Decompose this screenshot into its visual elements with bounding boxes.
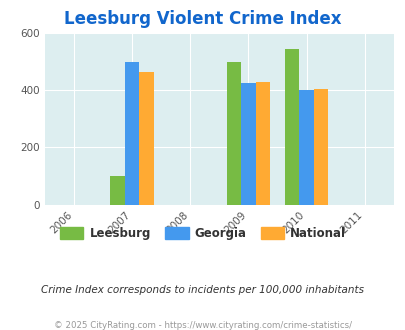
Bar [298,90,313,205]
Text: Crime Index corresponds to incidents per 100,000 inhabitants: Crime Index corresponds to incidents per… [41,285,364,295]
Text: Leesburg Violent Crime Index: Leesburg Violent Crime Index [64,10,341,28]
Bar [241,83,255,205]
Bar [124,62,139,205]
Bar [110,176,124,205]
Bar [313,89,328,205]
Bar [255,82,269,205]
Bar [226,62,241,205]
Bar [284,49,298,205]
Text: © 2025 CityRating.com - https://www.cityrating.com/crime-statistics/: © 2025 CityRating.com - https://www.city… [54,321,351,330]
Bar [139,72,153,205]
Legend: Leesburg, Georgia, National: Leesburg, Georgia, National [55,222,350,245]
